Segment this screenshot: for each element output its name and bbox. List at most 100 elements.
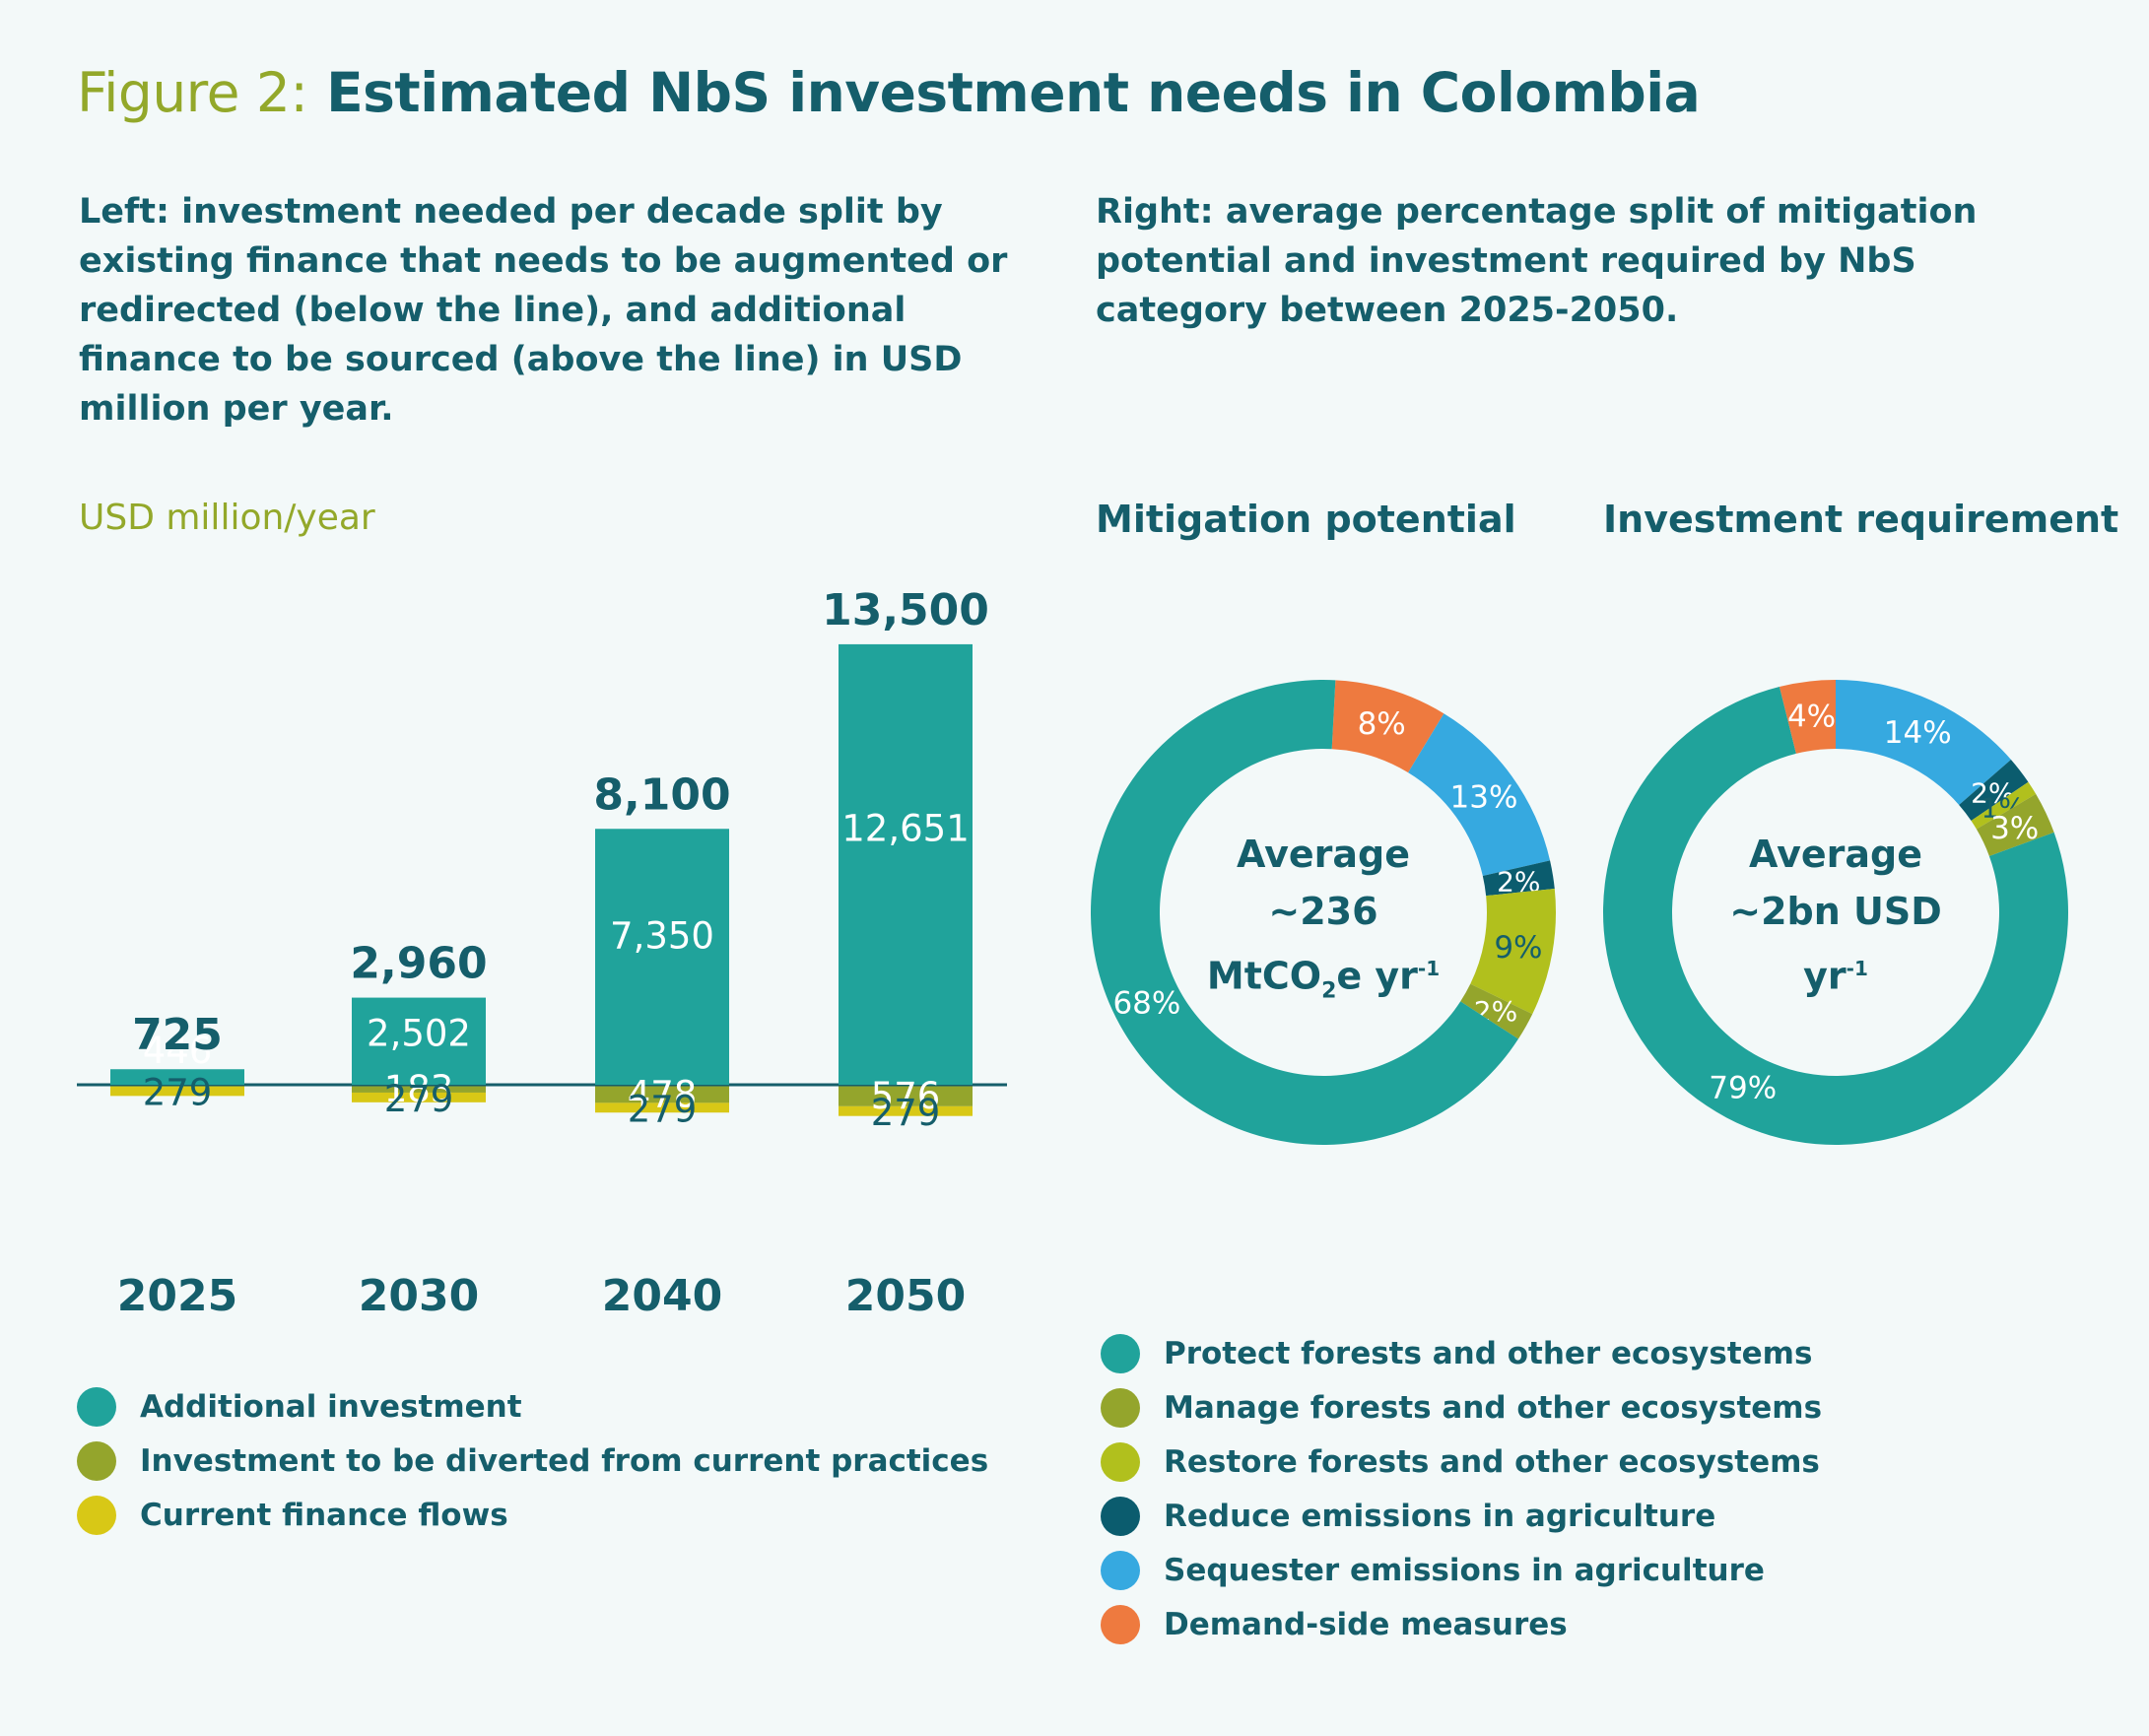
bar-diverted-2030 (352, 1086, 486, 1093)
mitigation-potential-title: Mitigation potential (1096, 498, 1516, 541)
legend-label: Protect forests and other ecosystems (1164, 1335, 1813, 1371)
bar-diverted-2050 (839, 1086, 973, 1106)
bar-current-2040 (595, 1102, 729, 1113)
total-label-2030: 2,960 (350, 939, 487, 989)
label-diverted-2040: 478 (628, 1073, 698, 1115)
mitigation-slice-reduce (1482, 860, 1555, 897)
mitigation-slice-label-sequester: 13% (1450, 779, 1518, 815)
legend-item-diverted: Investment to be diverted from current p… (77, 1434, 988, 1488)
legend-item-current: Current finance flows (77, 1488, 988, 1542)
description-right: Right: average percentage split of mitig… (1096, 192, 1978, 330)
figure-title-text: Estimated NbS investment needs in Colomb… (326, 61, 1701, 124)
legend-swatch-demand (1101, 1604, 1140, 1644)
legend-item-demand: Demand-side measures (1101, 1597, 1822, 1651)
mitigation-slice-label-demand-side: 8% (1358, 706, 1406, 742)
legend-item-manage: Manage forests and other ecosystems (1101, 1380, 1822, 1435)
bar-current-2050 (839, 1105, 973, 1116)
total-label-2050: 13,500 (822, 585, 989, 635)
x-tick-2030: 2030 (359, 1271, 479, 1321)
label-current-2040: 279 (628, 1088, 698, 1130)
investment-unit-yr: yr (1803, 954, 1847, 998)
bar-additional-2050 (839, 643, 973, 1085)
mitigation-unit-subscript: 2 (1321, 978, 1337, 1004)
mitigation-center-line-1: Average (1237, 833, 1410, 876)
legend-swatch-reduce (1101, 1496, 1140, 1536)
mitigation-slice-restore (1470, 889, 1556, 1015)
total-label-2040: 8,100 (593, 769, 730, 820)
investment-slice-manage (1976, 793, 2054, 856)
investment-slice-protect (1603, 686, 2068, 1145)
bar-additional-2025 (110, 1069, 244, 1085)
legend-swatch-restore (1101, 1441, 1140, 1482)
bar-additional-2030 (352, 997, 486, 1085)
bar-additional-2040 (595, 829, 729, 1085)
x-tick-2025: 2025 (117, 1271, 237, 1321)
legend-swatch-additional (77, 1386, 116, 1427)
investment-center-label: Average ~2bn USD yr-1 (1688, 826, 1983, 1005)
label-current-2050: 279 (871, 1092, 941, 1134)
legend-label: Restore forests and other ecosystems (1164, 1443, 1820, 1480)
legend-swatch-manage (1101, 1387, 1140, 1428)
legend-swatch-protect (1101, 1333, 1140, 1373)
label-additional-2030: 2,502 (367, 1013, 471, 1055)
x-tick-2040: 2040 (602, 1271, 722, 1321)
mitigation-center-line-2: ~236 (1268, 890, 1378, 933)
label-diverted-2030: 183 (384, 1068, 454, 1110)
description-left: Left: investment needed per decade split… (79, 192, 1008, 429)
legend-label: Current finance flows (140, 1497, 508, 1533)
legend-swatch-sequester (1101, 1550, 1140, 1590)
label-additional-2050: 12,651 (841, 808, 969, 850)
mitigation-unit-co: MtCO (1206, 954, 1322, 998)
figure-number: Figure 2: (77, 61, 308, 124)
bar-current-2030 (352, 1092, 486, 1102)
investment-center-line-1: Average (1749, 833, 1922, 876)
label-additional-2025: 446 (143, 1030, 213, 1072)
x-tick-2050: 2050 (845, 1271, 966, 1321)
mitigation-slice-demand-side (1331, 680, 1444, 773)
bar-current-2025 (110, 1086, 244, 1097)
investment-slice-demand-side (1779, 680, 1836, 754)
investment-slice-sequester (1836, 680, 2011, 805)
legend-label: Manage forests and other ecosystems (1164, 1389, 1823, 1426)
label-current-2025: 279 (143, 1071, 213, 1113)
investment-slice-restore (1971, 781, 2037, 830)
investment-center-line-3: yr-1 (1688, 940, 1983, 1005)
legend-label: Demand-side measures (1164, 1606, 1568, 1642)
figure-title: Figure 2: Estimated NbS investment needs… (77, 61, 1701, 124)
legend-item-restore: Restore forests and other ecosystems (1101, 1435, 1822, 1489)
y-axis-unit-label: USD million/year (79, 498, 375, 538)
investment-slice-label-demand-side: 4% (1787, 699, 1836, 734)
legend-item-protect: Protect forests and other ecosystems (1101, 1326, 1822, 1380)
legend-label: Investment to be diverted from current p… (140, 1442, 989, 1479)
legend-item-additional: Additional investment (77, 1379, 988, 1434)
legend-label: Sequester emissions in agriculture (1164, 1552, 1765, 1588)
label-additional-2040: 7,350 (610, 914, 714, 957)
mitigation-unit-superscript: -1 (1417, 957, 1441, 980)
bar-diverted-2040 (595, 1086, 729, 1103)
bar-legend: Additional investment Investment to be d… (77, 1379, 988, 1542)
mitigation-unit-yr: e yr (1336, 954, 1418, 998)
mitigation-center-label: Average ~236 MtCO2e yr-1 (1175, 826, 1471, 1020)
donut-legend: Protect forests and other ecosystems Man… (1101, 1326, 1822, 1651)
total-label-2025: 725 (132, 1010, 223, 1060)
legend-item-sequester: Sequester emissions in agriculture (1101, 1543, 1822, 1597)
donut-charts: 8%13%2%9%2%68%14%2%1%3%79%4% (1091, 679, 2068, 1145)
mitigation-slice-protect (1091, 679, 1518, 1145)
investment-requirement-title: Investment requirement (1603, 498, 2119, 541)
investment-slice-label-sequester: 14% (1884, 715, 1952, 751)
legend-label: Additional investment (140, 1388, 522, 1425)
legend-swatch-diverted (77, 1440, 116, 1481)
legend-item-reduce: Reduce emissions in agriculture (1101, 1489, 1822, 1543)
mitigation-slice-sequester (1408, 713, 1551, 876)
mitigation-center-line-3: MtCO2e yr-1 (1175, 940, 1471, 1020)
investment-center-line-2: ~2bn USD (1729, 890, 1942, 933)
mitigation-slice-manage (1460, 983, 1533, 1039)
investment-slice-label-manage: 3% (1990, 811, 2039, 846)
label-diverted-2050: 576 (871, 1075, 941, 1117)
legend-swatch-current (77, 1495, 116, 1535)
investment-unit-superscript: -1 (1846, 957, 1868, 980)
mitigation-slice-label-restore: 9% (1494, 930, 1542, 966)
legend-label: Reduce emissions in agriculture (1164, 1498, 1716, 1534)
investment-slice-label-protect: 79% (1709, 1071, 1777, 1106)
stacked-bar-chart: 44627972520252,5021832792,96020307,35047… (77, 585, 1007, 1321)
